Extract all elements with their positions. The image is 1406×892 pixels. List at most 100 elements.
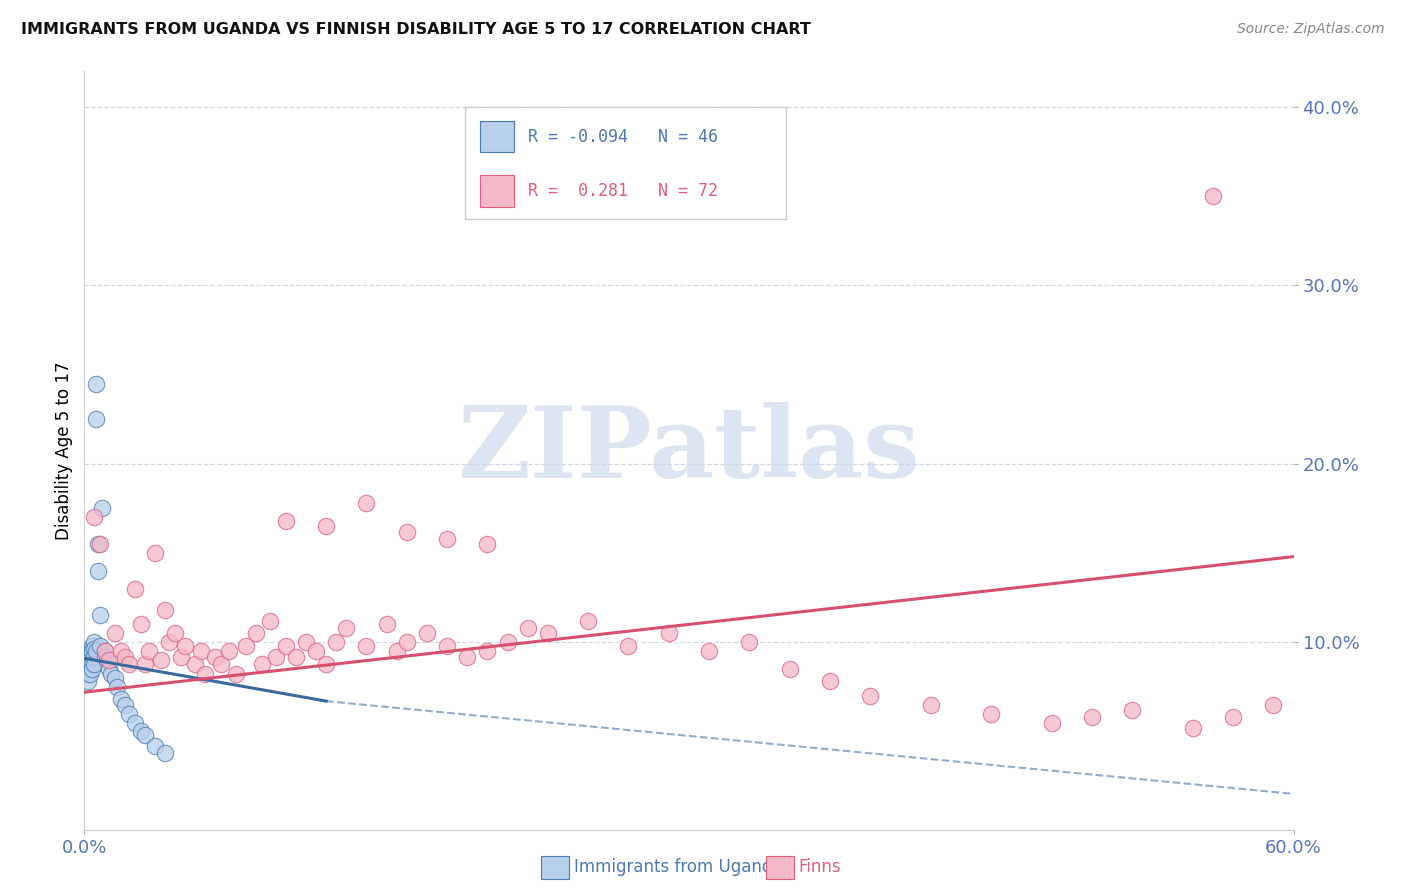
Point: [315, 519, 337, 533]
Point: [134, 657, 156, 671]
Point: [77, 674, 100, 689]
Text: Finns: Finns: [799, 858, 841, 877]
Point: [118, 657, 141, 671]
Point: [87, 537, 110, 551]
Point: [124, 582, 146, 596]
Point: [82, 639, 104, 653]
Point: [697, 644, 720, 658]
Point: [143, 546, 166, 560]
Point: [77, 649, 100, 664]
Point: [77, 657, 100, 671]
Point: [143, 739, 166, 753]
Point: [356, 639, 378, 653]
Point: [134, 728, 156, 742]
Point: [194, 667, 217, 681]
Point: [129, 617, 152, 632]
Point: [225, 667, 247, 681]
Point: [1263, 698, 1285, 712]
Point: [75, 657, 97, 671]
Point: [1040, 715, 1063, 730]
Point: [97, 653, 120, 667]
Text: Immigrants from Uganda: Immigrants from Uganda: [574, 858, 782, 877]
Point: [295, 635, 318, 649]
Point: [79, 653, 101, 667]
Point: [335, 621, 357, 635]
Point: [245, 626, 267, 640]
Point: [436, 639, 458, 653]
Point: [184, 657, 207, 671]
Point: [274, 639, 297, 653]
Point: [456, 649, 478, 664]
Point: [477, 644, 499, 658]
Point: [264, 649, 287, 664]
Point: [87, 564, 110, 578]
Point: [100, 667, 122, 681]
Point: [124, 715, 146, 730]
Point: [96, 653, 118, 667]
Point: [190, 644, 212, 658]
Point: [259, 614, 281, 628]
Point: [79, 667, 101, 681]
Point: [77, 653, 100, 667]
Text: ZIPatlas: ZIPatlas: [458, 402, 920, 499]
Point: [170, 649, 193, 664]
Point: [149, 653, 172, 667]
Point: [325, 635, 347, 649]
Point: [93, 649, 115, 664]
Point: [174, 639, 197, 653]
Point: [77, 667, 100, 681]
Point: [86, 376, 108, 391]
Point: [82, 662, 104, 676]
FancyBboxPatch shape: [465, 107, 786, 219]
Point: [93, 644, 115, 658]
Point: [83, 642, 105, 657]
Point: [209, 657, 232, 671]
Text: Source: ZipAtlas.com: Source: ZipAtlas.com: [1237, 22, 1385, 37]
Point: [82, 657, 104, 671]
Point: [97, 662, 120, 676]
Point: [86, 412, 108, 426]
Point: [75, 653, 97, 667]
Point: [204, 649, 226, 664]
Point: [157, 635, 180, 649]
Point: [305, 644, 328, 658]
Point: [79, 649, 101, 664]
Point: [385, 644, 408, 658]
Y-axis label: Disability Age 5 to 17: Disability Age 5 to 17: [55, 361, 73, 540]
Point: [110, 692, 132, 706]
Point: [104, 626, 127, 640]
Point: [1121, 703, 1143, 717]
Point: [818, 674, 841, 689]
Point: [1081, 710, 1104, 724]
Point: [114, 698, 136, 712]
FancyBboxPatch shape: [479, 120, 513, 153]
Point: [395, 524, 418, 539]
Point: [89, 639, 111, 653]
Point: [83, 649, 105, 664]
Point: [75, 660, 97, 674]
Point: [1181, 721, 1204, 735]
Point: [129, 724, 152, 739]
Point: [395, 635, 418, 649]
Point: [980, 706, 1002, 721]
Point: [104, 671, 127, 685]
Point: [218, 644, 240, 658]
Point: [235, 639, 257, 653]
Point: [118, 706, 141, 721]
Point: [516, 621, 538, 635]
Point: [1202, 189, 1225, 203]
Point: [576, 614, 599, 628]
Point: [436, 532, 458, 546]
Point: [920, 698, 942, 712]
FancyBboxPatch shape: [479, 175, 513, 207]
Text: R = -0.094   N = 46: R = -0.094 N = 46: [529, 128, 718, 145]
Point: [617, 639, 640, 653]
Point: [105, 680, 128, 694]
Point: [416, 626, 439, 640]
Point: [79, 658, 101, 673]
Point: [83, 635, 105, 649]
Point: [250, 657, 273, 671]
Point: [114, 649, 136, 664]
Point: [496, 635, 519, 649]
Point: [274, 514, 297, 528]
